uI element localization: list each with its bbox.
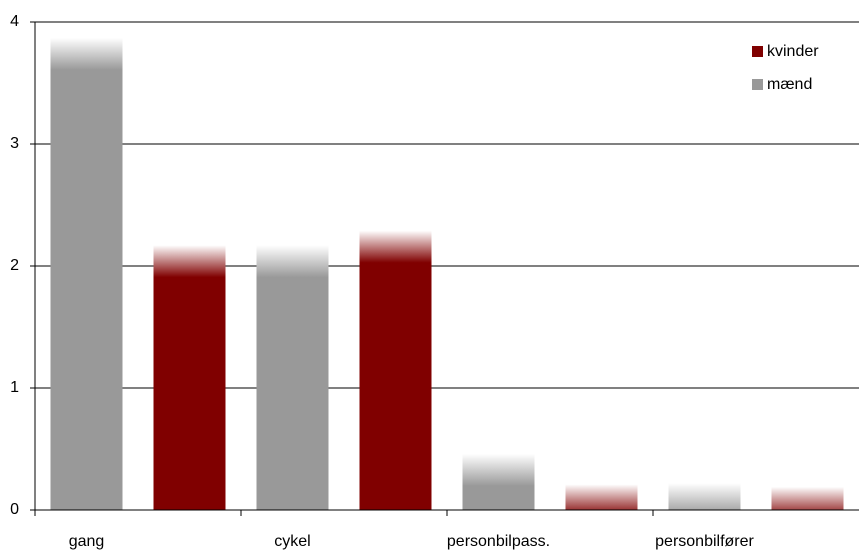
x-tick-label: cykel (274, 533, 310, 550)
bar (359, 230, 432, 510)
bar (771, 486, 844, 510)
y-tick-label: 2 (10, 257, 19, 274)
bar (50, 37, 123, 511)
x-tick-label: gang (69, 533, 105, 550)
bar (565, 484, 638, 510)
y-tick-label: 0 (10, 501, 19, 518)
x-tick-label: personbilpass. (447, 533, 550, 550)
x-tick-label: personbilfører (655, 533, 754, 550)
y-tick-label: 3 (10, 135, 19, 152)
bar (153, 245, 226, 510)
legend-swatch (752, 46, 763, 57)
y-tick-label: 4 (10, 13, 19, 30)
legend-label: mænd (767, 76, 812, 93)
y-tick-label: 1 (10, 379, 19, 396)
bar (668, 483, 741, 510)
bar (462, 453, 535, 510)
legend-label: kvinder (767, 43, 819, 60)
bar (256, 245, 329, 510)
legend-swatch (752, 79, 763, 90)
